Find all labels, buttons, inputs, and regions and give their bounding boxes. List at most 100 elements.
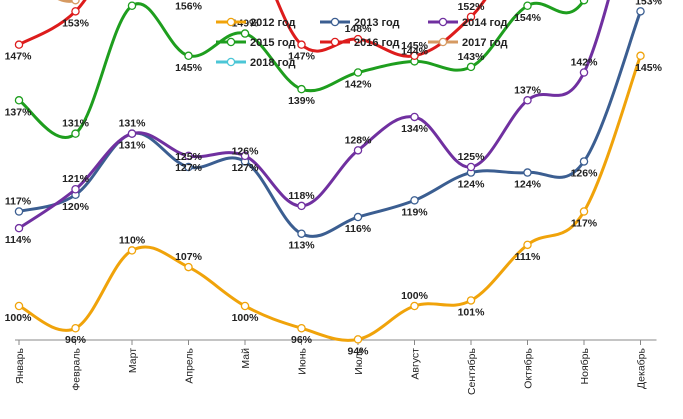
legend-swatch-marker: [226, 17, 236, 27]
data-point-2014-год: [579, 68, 589, 77]
series-line-2015-год: [17, 0, 586, 139]
x-tick-label: Июнь: [297, 347, 309, 374]
data-point-2016-год: [14, 40, 24, 49]
data-label-2013-год: 153%: [635, 0, 663, 7]
data-label-2014-год: 142%: [571, 56, 599, 68]
data-point-2015-год: [523, 1, 532, 11]
legend-label: 2012 год: [250, 17, 296, 29]
data-label-2012-год: 101%: [458, 306, 486, 318]
data-label-2012-год: 96%: [291, 334, 313, 346]
data-label-2013-год: 126%: [232, 145, 260, 157]
data-label-2015-год: 137%: [5, 106, 33, 118]
data-point-2015-год: [353, 68, 363, 77]
legend-item-2016-год: 2016 год: [320, 37, 400, 49]
data-point-2014-год: [297, 201, 306, 211]
data-label-2016-год: 147%: [288, 51, 316, 63]
data-point-2012-год: [127, 246, 137, 255]
data-label-2014-год: 114%: [5, 234, 32, 246]
x-tick-label: Ноябрь: [579, 347, 591, 384]
data-label-2013-год: 116%: [345, 223, 372, 235]
data-point-2015-год: [297, 84, 306, 94]
legend-swatch-marker: [330, 37, 340, 47]
data-label-2014-год: 128%: [345, 134, 373, 146]
series-line-2016-год: [17, 0, 487, 58]
data-label-2015-год: 131%: [62, 118, 90, 130]
data-label-2015-год: 145%: [175, 62, 203, 74]
data-point-2013-год: [14, 207, 24, 216]
legend-item-2012-год: 2012 год: [216, 17, 296, 29]
data-label-2013-год: 124%: [514, 179, 542, 191]
data-point-2012-год: [636, 51, 645, 61]
legend-item-2015-год: 2015 год: [216, 37, 296, 49]
legend-swatch-marker: [226, 37, 236, 47]
data-label-2012-год: 100%: [5, 312, 33, 324]
data-label-2014-год: 125%: [458, 151, 486, 163]
data-label-2013-год: 119%: [401, 206, 428, 218]
x-tick-label: Сентябрь: [466, 347, 478, 395]
data-label-2013-год: 131%: [119, 118, 147, 130]
data-point-2014-год: [127, 129, 137, 138]
legend-swatch-marker: [226, 57, 236, 67]
data-label-2013-год: 113%: [288, 240, 315, 252]
data-label-2013-год: 126%: [571, 167, 599, 179]
x-axis: Январь Февраль Март Апрель Май Июнь Июль Август…: [14, 339, 657, 395]
data-label-2012-год: 100%: [232, 312, 260, 324]
data-point-2014-год: [71, 184, 80, 194]
data-point-2016-год: [410, 51, 419, 61]
data-point-2012-год: [579, 207, 589, 216]
data-point-2012-год: [353, 335, 363, 344]
legend-label: 2017 год: [462, 37, 508, 49]
data-label-2012-год: 145%: [635, 62, 663, 74]
data-label-2014-год: 118%: [288, 190, 315, 202]
legend-label: 2016 год: [354, 37, 400, 49]
data-label-2012-год: 110%: [119, 234, 146, 246]
data-point-2012-год: [240, 301, 250, 311]
data-point-2012-год: [466, 296, 476, 305]
data-label-2013-год: 120%: [62, 201, 90, 213]
data-label-2015-год: 143%: [458, 51, 486, 63]
series-lines: [14, 0, 645, 344]
data-label-2016-год: 152%: [458, 1, 486, 13]
data-point-2014-год: [466, 162, 476, 172]
x-tick-label: Май: [240, 348, 252, 369]
data-point-2013-год: [579, 157, 589, 166]
data-point-2014-год: [410, 112, 419, 122]
data-point-2013-год: [353, 212, 363, 222]
data-label-2014-год: 121%: [62, 173, 90, 185]
data-point-2014-год: [184, 151, 193, 161]
x-tick-label: Апрель: [184, 347, 196, 383]
data-point-2012-год: [297, 323, 306, 333]
data-point-2012-год: [14, 301, 24, 311]
x-tick-label: Март: [127, 348, 139, 373]
data-label-2015-год: 154%: [514, 12, 542, 24]
data-point-2015-год: [466, 62, 476, 72]
data-point-2013-год: [184, 162, 193, 172]
data-label-2016-год: 148%: [345, 23, 373, 35]
data-point-2015-год: [127, 1, 137, 11]
data-point-2012-год: [184, 262, 193, 272]
data-point-2015-год: [71, 129, 80, 138]
x-tick-label: Август: [410, 348, 422, 380]
data-label-2012-год: 96%: [65, 334, 87, 346]
data-label-2012-год: 94%: [347, 345, 369, 357]
data-point-2015-год: [14, 96, 24, 105]
data-point-2014-год: [523, 96, 532, 105]
series-line-2012-год: [17, 54, 642, 342]
data-label-2016-год: 147%: [5, 51, 33, 63]
x-tick-label: Октябрь: [523, 347, 535, 388]
legend-label: 2015 год: [250, 37, 296, 49]
data-label-2013-год: 117%: [5, 195, 32, 207]
data-label-2015-год: 142%: [345, 78, 373, 90]
data-label-2014-год: 127%: [175, 162, 203, 174]
data-label-2013-год: 125%: [175, 151, 203, 163]
legend-item-2018-год: 2018 год: [216, 57, 296, 69]
data-point-2017-год: [71, 0, 80, 5]
data-label-2014-год: 131%: [119, 140, 147, 152]
data-label-2015-год: 139%: [288, 95, 316, 107]
series-line-2017-год: [58, 0, 79, 3]
legend-label: 2013 год: [354, 17, 400, 29]
data-label-2013-год: 124%: [458, 179, 486, 191]
data-point-2014-год: [353, 146, 363, 155]
data-point-2016-год: [297, 40, 306, 49]
